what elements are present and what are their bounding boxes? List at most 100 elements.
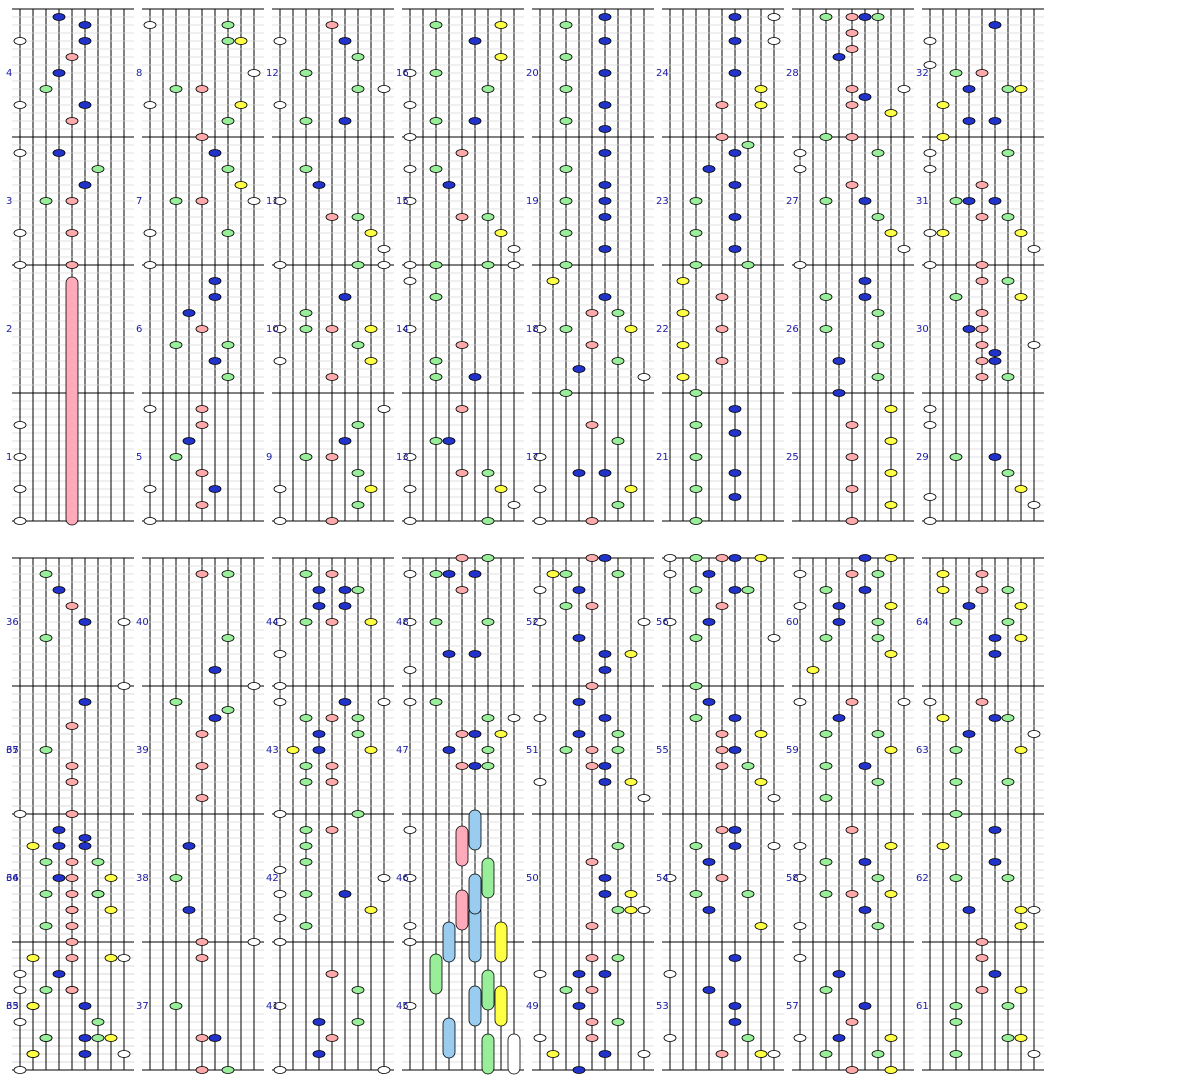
note xyxy=(819,197,833,205)
note xyxy=(611,954,625,962)
measure-number: 20 xyxy=(526,68,539,79)
note xyxy=(299,165,313,173)
note xyxy=(767,13,781,21)
note xyxy=(247,938,261,946)
note xyxy=(884,650,898,658)
measure-number: 60 xyxy=(786,617,799,628)
note xyxy=(845,698,859,706)
note xyxy=(78,698,92,706)
note xyxy=(325,21,339,29)
measure-number: 19 xyxy=(526,196,539,207)
note xyxy=(78,1050,92,1058)
note xyxy=(221,21,235,29)
note xyxy=(65,938,79,946)
note xyxy=(572,730,586,738)
note xyxy=(598,125,612,133)
note xyxy=(299,309,313,317)
note xyxy=(1014,602,1028,610)
note xyxy=(949,1018,963,1026)
note xyxy=(741,762,755,770)
note xyxy=(676,277,690,285)
note xyxy=(793,842,807,850)
note xyxy=(78,37,92,45)
note xyxy=(1014,986,1028,994)
note xyxy=(884,746,898,754)
note xyxy=(221,341,235,349)
note xyxy=(26,1050,40,1058)
measure-number: 13 xyxy=(396,452,409,463)
note xyxy=(871,778,885,786)
note xyxy=(208,666,222,674)
note xyxy=(455,554,469,562)
note xyxy=(494,229,508,237)
note xyxy=(481,762,495,770)
hold-note xyxy=(494,985,508,1027)
note xyxy=(1014,922,1028,930)
hold-note xyxy=(468,905,482,963)
note xyxy=(728,1018,742,1026)
note xyxy=(962,602,976,610)
note xyxy=(65,858,79,866)
note xyxy=(624,906,638,914)
note xyxy=(273,618,287,626)
note xyxy=(507,714,521,722)
note xyxy=(923,229,937,237)
note xyxy=(598,293,612,301)
measure-number: 52 xyxy=(526,617,539,628)
note xyxy=(65,602,79,610)
measure-number: 28 xyxy=(786,68,799,79)
note xyxy=(1014,634,1028,642)
note xyxy=(988,826,1002,834)
note xyxy=(312,1050,326,1058)
note xyxy=(715,746,729,754)
note xyxy=(598,874,612,882)
note xyxy=(975,357,989,365)
note xyxy=(559,746,573,754)
note xyxy=(65,810,79,818)
note xyxy=(221,165,235,173)
note xyxy=(728,554,742,562)
note xyxy=(559,197,573,205)
note xyxy=(403,197,417,205)
note xyxy=(429,117,443,125)
note xyxy=(949,746,963,754)
measure-number: 31 xyxy=(916,196,929,207)
note xyxy=(858,554,872,562)
note xyxy=(572,365,586,373)
note xyxy=(923,261,937,269)
note xyxy=(923,493,937,501)
note xyxy=(819,762,833,770)
note xyxy=(39,922,53,930)
note xyxy=(715,1050,729,1058)
note xyxy=(182,842,196,850)
note xyxy=(871,874,885,882)
note xyxy=(325,213,339,221)
note xyxy=(611,730,625,738)
note xyxy=(195,938,209,946)
measure-number: 15 xyxy=(396,196,409,207)
note xyxy=(715,293,729,301)
note xyxy=(1001,373,1015,381)
note xyxy=(845,85,859,93)
note xyxy=(702,986,716,994)
note xyxy=(767,1050,781,1058)
note xyxy=(897,698,911,706)
note xyxy=(273,938,287,946)
note xyxy=(1001,586,1015,594)
note xyxy=(975,277,989,285)
note xyxy=(884,1066,898,1074)
measure-number: 64 xyxy=(916,617,929,628)
measure-number: 50 xyxy=(526,873,539,884)
note xyxy=(481,85,495,93)
note xyxy=(936,842,950,850)
note xyxy=(559,602,573,610)
note xyxy=(793,261,807,269)
note xyxy=(819,858,833,866)
note xyxy=(858,858,872,866)
note xyxy=(39,746,53,754)
note xyxy=(429,293,443,301)
measure-number: 5 xyxy=(136,452,142,463)
note xyxy=(975,986,989,994)
note xyxy=(273,261,287,269)
note xyxy=(455,730,469,738)
